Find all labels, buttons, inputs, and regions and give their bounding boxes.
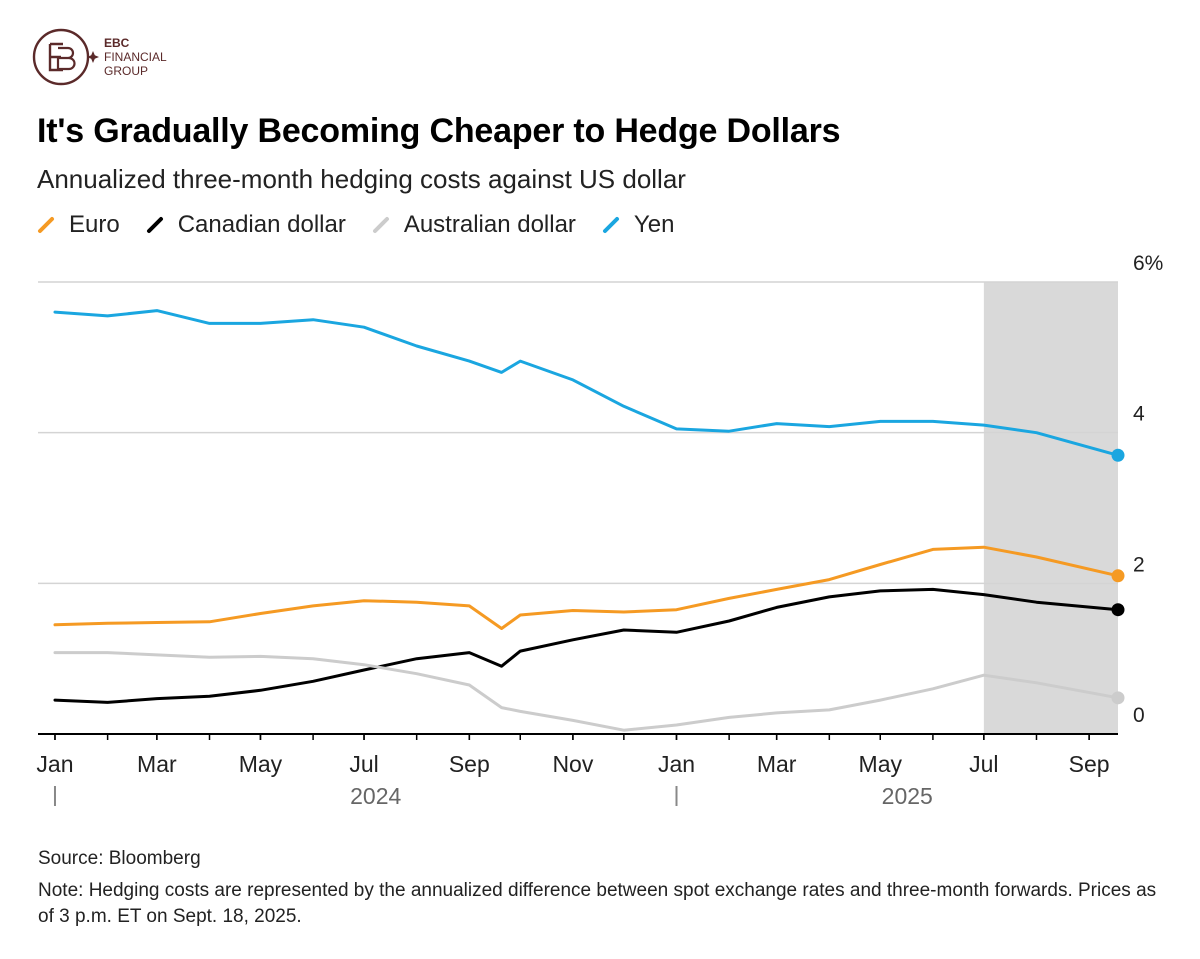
legend-euro-swatch-icon (38, 217, 54, 233)
chart-subtitle: Annualized three-month hedging costs aga… (37, 164, 686, 194)
legend-item-canadian-dollar: Canadian dollar (146, 211, 346, 239)
logo-text: EBC FINANCIAL GROUP (104, 36, 167, 78)
y-tick-label: 0 (1133, 704, 1145, 727)
legend-canadian-dollar-swatch-icon (146, 217, 163, 233)
year-label: 2025 (882, 783, 933, 809)
legend-item-euro: Euro (37, 211, 120, 239)
x-tick-label: May (859, 751, 903, 777)
x-tick-label: Jul (969, 751, 998, 777)
x-tick-label: Nov (552, 751, 593, 777)
series-line-australian-dollar (53, 651, 1120, 732)
year-label: 2024 (350, 783, 401, 809)
chart-title: It's Gradually Becoming Cheaper to Hedge… (37, 112, 841, 150)
endpoint-dot-yen (1111, 448, 1125, 462)
series-line-canadian-dollar (53, 587, 1120, 704)
y-tick-label: 4 (1133, 403, 1145, 426)
series-line-yen (53, 309, 1120, 457)
endpoint-dot-canadian-dollar (1111, 603, 1125, 617)
x-tick-label: Sep (1069, 751, 1110, 777)
legend: Euro Canadian dollar Australian dollar Y… (37, 210, 700, 240)
y-tick-label: 6% (1133, 252, 1163, 275)
legend-item-yen: Yen (602, 211, 675, 239)
shaded-region (983, 282, 1118, 734)
legend-australian-dollar-swatch-icon (372, 217, 389, 233)
legend-euro-label: Euro (69, 211, 120, 238)
legend-yen-swatch-icon (602, 217, 619, 233)
x-tick-label: Mar (757, 751, 797, 777)
x-tick-label: Jan (658, 751, 695, 777)
line-chart: 0 2 4 6% Jan Mar May Jul Sep Nov Jan Mar May Jul Sep 20… (36, 252, 1163, 809)
x-tick-label: Sep (449, 751, 490, 777)
footer-source: Source: Bloomberg (38, 848, 201, 869)
endpoint-dot-australian-dollar (1111, 691, 1125, 705)
legend-yen-label: Yen (633, 211, 675, 238)
legend-item-australian-dollar: Australian dollar (372, 211, 576, 239)
y-tick-label: 2 (1133, 553, 1145, 576)
endpoint-dot-euro (1111, 569, 1125, 583)
legend-canadian-dollar-label: Canadian dollar (177, 211, 346, 238)
x-tick-label: Jan (36, 751, 73, 777)
footer-note: Note: Hedging costs are represented by t… (38, 880, 1157, 927)
series-line-euro (53, 545, 1120, 630)
logo-brand: EBC (104, 36, 130, 50)
ebc-logo: EBC FINANCIAL GROUP (30, 26, 200, 88)
x-tick-label: Mar (137, 751, 177, 777)
logo-line-3: GROUP (104, 64, 149, 78)
logo-line-2: FINANCIAL (104, 50, 167, 64)
legend-australian-dollar-label: Australian dollar (403, 211, 576, 238)
ebc-logo-mark-icon (32, 28, 99, 86)
x-tick-label: May (239, 751, 283, 777)
x-tick-label: Jul (349, 751, 378, 777)
